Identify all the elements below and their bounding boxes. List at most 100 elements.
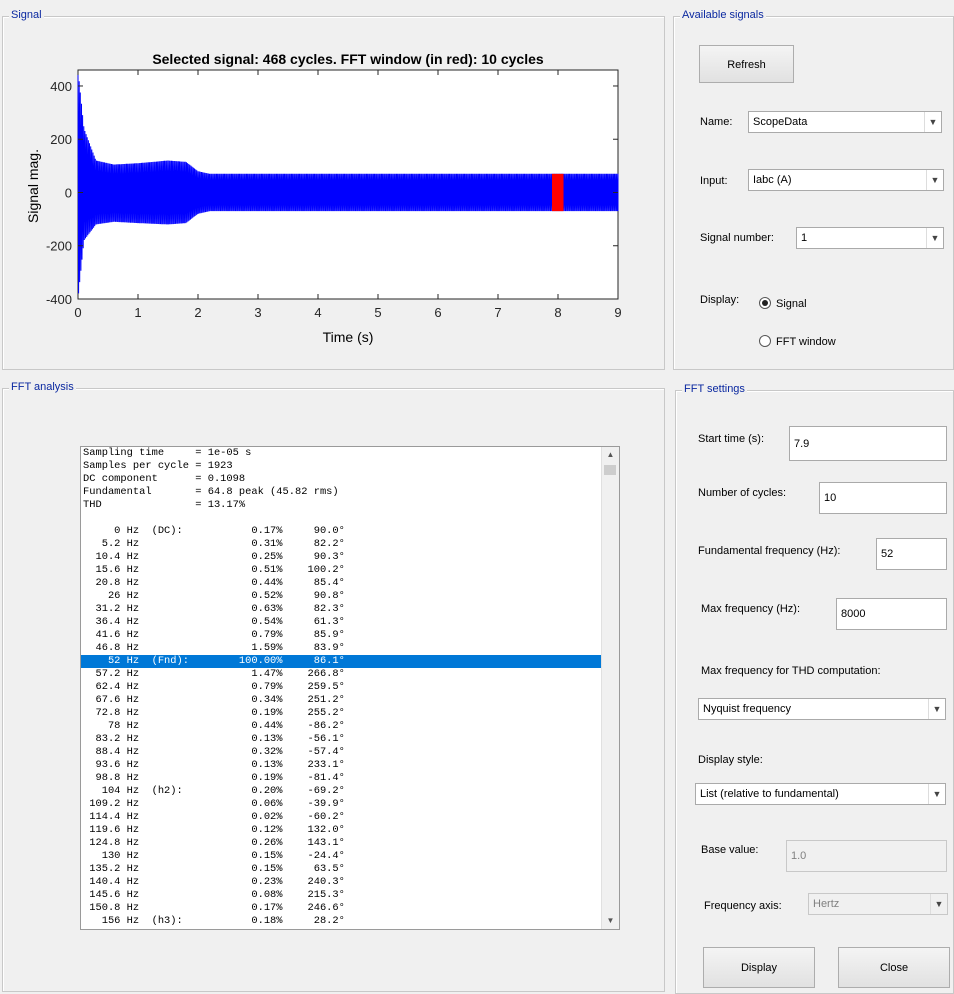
display-style-value: List (relative to fundamental) bbox=[700, 788, 839, 800]
fft-row[interactable]: 0 Hz (DC): 0.17% 90.0° bbox=[83, 525, 345, 537]
fft-row[interactable]: 156 Hz (h3): 0.18% 28.2° bbox=[83, 915, 345, 927]
y-tick-label: -200 bbox=[46, 239, 72, 254]
fft-header-line: Fundamental = 64.8 peak (45.82 rms) bbox=[83, 486, 339, 498]
close-button[interactable]: Close bbox=[838, 947, 950, 988]
x-tick-label: 5 bbox=[374, 305, 381, 320]
thd-select-value: Nyquist frequency bbox=[703, 703, 792, 715]
fft-row[interactable]: 78 Hz 0.44% -86.2° bbox=[83, 720, 345, 732]
fft-row[interactable]: 98.8 Hz 0.19% -81.4° bbox=[83, 772, 345, 784]
signal-panel-title: Signal bbox=[9, 9, 44, 21]
display-button[interactable]: Display bbox=[703, 947, 815, 988]
fft-row[interactable]: 41.6 Hz 0.79% 85.9° bbox=[83, 629, 345, 641]
fft-header-line: Samples per cycle = 1923 bbox=[83, 460, 233, 472]
x-tick-label: 6 bbox=[434, 305, 441, 320]
fft-result-list[interactable]: Sampling time = 1e-05 s Samples per cycle… bbox=[80, 446, 620, 930]
input-label: Input: bbox=[700, 175, 728, 187]
cycles-label: Number of cycles: bbox=[698, 487, 787, 499]
input-select-value: Iabc (A) bbox=[753, 174, 792, 186]
radio-selected-dot bbox=[762, 300, 768, 306]
signal-number-select[interactable]: 1 ▼ bbox=[796, 227, 944, 249]
input-select[interactable]: Iabc (A) ▼ bbox=[748, 169, 944, 191]
fft-row[interactable]: 57.2 Hz 1.47% 266.8° bbox=[83, 668, 345, 680]
display-fft-radio[interactable] bbox=[759, 335, 771, 347]
fft-window-highlight bbox=[552, 173, 564, 212]
display-style-select[interactable]: List (relative to fundamental) ▼ bbox=[695, 783, 946, 805]
fft-row[interactable]: 36.4 Hz 0.54% 61.3° bbox=[83, 616, 345, 628]
scroll-down-icon[interactable]: ▼ bbox=[606, 916, 615, 925]
display-signal-label[interactable]: Signal bbox=[776, 298, 807, 310]
x-tick-label: 1 bbox=[134, 305, 141, 320]
fft-row[interactable]: 140.4 Hz 0.23% 240.3° bbox=[83, 876, 345, 888]
scroll-thumb[interactable] bbox=[604, 465, 616, 475]
cycles-input[interactable] bbox=[819, 482, 947, 514]
fft-row[interactable]: 5.2 Hz 0.31% 82.2° bbox=[83, 538, 345, 550]
fft-row[interactable]: 93.6 Hz 0.13% 233.1° bbox=[83, 759, 345, 771]
plot-xlabel: Time (s) bbox=[323, 329, 374, 345]
thd-select[interactable]: Nyquist frequency ▼ bbox=[698, 698, 946, 720]
fft-list-scrollbar[interactable]: ▲ ▼ bbox=[601, 447, 619, 929]
name-label: Name: bbox=[700, 116, 733, 128]
base-value-input bbox=[786, 840, 947, 872]
fft-row[interactable]: 67.6 Hz 0.34% 251.2° bbox=[83, 694, 345, 706]
fft-analysis-panel: FFT analysis bbox=[2, 381, 665, 992]
y-tick-label: 0 bbox=[65, 185, 72, 200]
fft-row[interactable]: 114.4 Hz 0.02% -60.2° bbox=[83, 811, 345, 823]
base-value-label: Base value: bbox=[701, 844, 759, 856]
fft-row[interactable]: 88.4 Hz 0.32% -57.4° bbox=[83, 746, 345, 758]
x-tick-label: 7 bbox=[494, 305, 501, 320]
fft-row[interactable]: 109.2 Hz 0.06% -39.9° bbox=[83, 798, 345, 810]
fft-row[interactable]: 46.8 Hz 1.59% 83.9° bbox=[83, 642, 345, 654]
fund-freq-input[interactable] bbox=[876, 538, 947, 570]
fft-row[interactable]: 10.4 Hz 0.25% 90.3° bbox=[83, 551, 345, 563]
scroll-up-icon[interactable]: ▲ bbox=[606, 450, 615, 459]
thd-label: Max frequency for THD computation: bbox=[701, 665, 881, 677]
y-tick-label: 200 bbox=[50, 132, 72, 147]
refresh-button[interactable]: Refresh bbox=[699, 45, 794, 83]
fft-row[interactable]: 145.6 Hz 0.08% 215.3° bbox=[83, 889, 345, 901]
fft-header-line: THD = 13.17% bbox=[83, 499, 246, 511]
chevron-down-icon: ▼ bbox=[926, 228, 943, 248]
fft-row[interactable]: 31.2 Hz 0.63% 82.3° bbox=[83, 603, 345, 615]
max-freq-input[interactable] bbox=[836, 598, 947, 630]
x-tick-label: 3 bbox=[254, 305, 261, 320]
fft-row[interactable]: 20.8 Hz 0.44% 85.4° bbox=[83, 577, 345, 589]
fft-settings-title: FFT settings bbox=[682, 383, 747, 395]
fft-row[interactable]: 135.2 Hz 0.15% 63.5° bbox=[83, 863, 345, 875]
fft-row[interactable]: 130 Hz 0.15% -24.4° bbox=[83, 850, 345, 862]
fft-row[interactable]: 150.8 Hz 0.17% 246.6° bbox=[83, 902, 345, 914]
fft-row[interactable]: 104 Hz (h2): 0.20% -69.2° bbox=[83, 785, 345, 797]
fft-row[interactable]: 52 Hz (Fnd): 100.00% 86.1° bbox=[81, 655, 603, 668]
chevron-down-icon: ▼ bbox=[926, 170, 943, 190]
fft-row[interactable]: 83.2 Hz 0.13% -56.1° bbox=[83, 733, 345, 745]
display-fft-label[interactable]: FFT window bbox=[776, 336, 836, 348]
signal-number-label: Signal number: bbox=[700, 232, 774, 244]
fft-row[interactable]: 15.6 Hz 0.51% 100.2° bbox=[83, 564, 345, 576]
fft-header-line: Sampling time = 1e-05 s bbox=[83, 447, 252, 459]
name-select[interactable]: ScopeData ▼ bbox=[748, 111, 942, 133]
x-tick-label: 8 bbox=[554, 305, 561, 320]
signal-plot: Selected signal: 468 cycles. FFT window … bbox=[25, 51, 622, 345]
y-tick-label: -400 bbox=[46, 292, 72, 307]
fft-row[interactable]: 72.8 Hz 0.19% 255.2° bbox=[83, 707, 345, 719]
freq-axis-select: Hertz ▼ bbox=[808, 893, 948, 915]
fft-header-line: DC component = 0.1098 bbox=[83, 473, 246, 485]
signal-trace bbox=[77, 69, 619, 294]
fft-row[interactable]: 119.6 Hz 0.12% 132.0° bbox=[83, 824, 345, 836]
fft-row[interactable]: 62.4 Hz 0.79% 259.5° bbox=[83, 681, 345, 693]
fft-header-line bbox=[81, 512, 603, 525]
start-time-input[interactable] bbox=[789, 426, 947, 461]
signal-panel: Signal bbox=[2, 9, 665, 370]
x-tick-label: 9 bbox=[614, 305, 621, 320]
chevron-down-icon: ▼ bbox=[928, 699, 945, 719]
y-tick-label: 400 bbox=[50, 79, 72, 94]
signal-number-value: 1 bbox=[801, 232, 808, 244]
max-freq-label: Max frequency (Hz): bbox=[701, 603, 801, 615]
display-label: Display: bbox=[700, 294, 740, 306]
display-signal-radio[interactable] bbox=[759, 297, 771, 309]
plot-ylabel: Signal mag. bbox=[25, 149, 41, 223]
x-tick-label: 4 bbox=[314, 305, 321, 320]
fft-row[interactable]: 124.8 Hz 0.26% 143.1° bbox=[83, 837, 345, 849]
chevron-down-icon: ▼ bbox=[930, 894, 947, 914]
fft-row[interactable]: 26 Hz 0.52% 90.8° bbox=[83, 590, 345, 602]
name-select-value: ScopeData bbox=[753, 116, 808, 128]
